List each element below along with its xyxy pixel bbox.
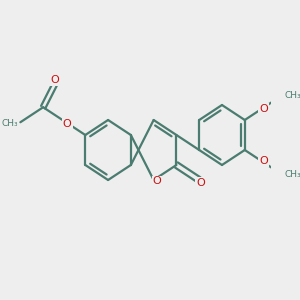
Text: O: O	[196, 178, 205, 188]
Text: O: O	[259, 156, 268, 166]
Text: CH₃: CH₃	[285, 170, 300, 179]
Text: CH₃: CH₃	[1, 119, 18, 128]
Text: O: O	[152, 176, 161, 187]
Text: O: O	[51, 75, 59, 85]
Text: O: O	[259, 104, 268, 114]
Text: O: O	[63, 119, 72, 129]
Text: CH₃: CH₃	[285, 91, 300, 100]
